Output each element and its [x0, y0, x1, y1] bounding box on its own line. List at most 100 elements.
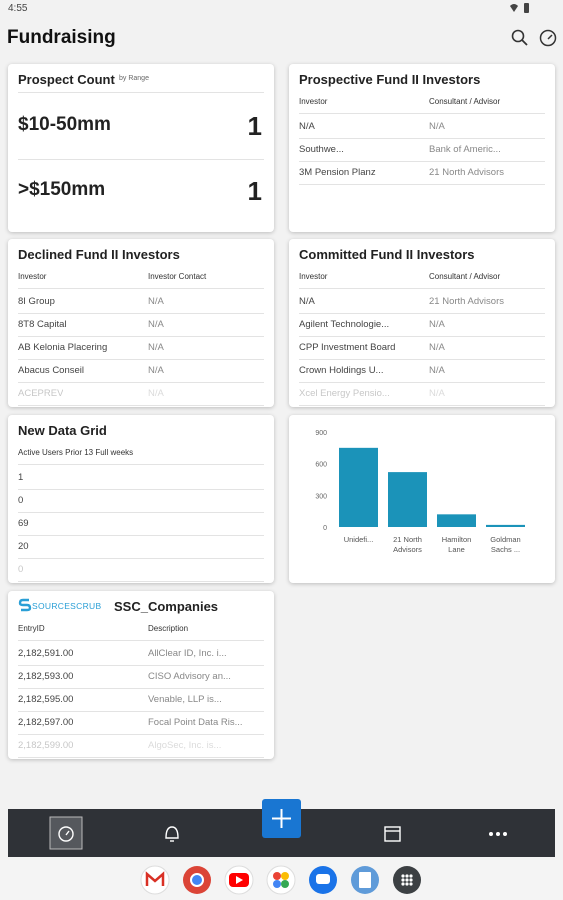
photos-app[interactable]	[266, 865, 296, 895]
table-cell: 3M Pension Planz	[299, 167, 376, 178]
divider	[299, 184, 545, 185]
table-cell: N/A	[429, 365, 445, 376]
status-time: 4:55	[8, 3, 28, 14]
prospect-count-card: Prospect Count by Range $10-50mm 1 >$150mm 1	[8, 64, 274, 232]
table-cell: N/A	[429, 388, 445, 399]
page-title: Fundraising	[7, 27, 116, 48]
table-cell: 2,182,595.00	[18, 694, 74, 705]
y-tick-label: 0	[323, 525, 327, 532]
table-cell: 69	[18, 518, 29, 529]
table-cell: Abacus Conseil	[18, 365, 85, 376]
card-title: SSC_Companies	[114, 599, 219, 614]
table-cell: AlgoSec, Inc. is...	[148, 740, 222, 751]
bar-chart: 0 300 600 900	[315, 430, 525, 532]
column-header: Active Users Prior 13 Full weeks	[18, 448, 134, 457]
column-header: Description	[148, 624, 189, 633]
table-cell: 21 North Advisors	[429, 296, 504, 307]
table-cell: N/A	[429, 121, 445, 132]
divider	[18, 405, 264, 406]
header-icons	[511, 29, 557, 47]
divider	[299, 359, 545, 360]
table-cell: N/A	[299, 121, 315, 132]
table-cell: Southwe...	[299, 144, 344, 155]
divider	[299, 336, 545, 337]
notifications-tab[interactable]	[165, 826, 179, 842]
divider	[299, 161, 545, 162]
card-title: Prospective Fund II Investors	[299, 72, 481, 87]
logo-text: SOURCESCRUB	[32, 601, 102, 611]
divider	[18, 688, 264, 689]
sourcescrub-icon	[18, 598, 32, 612]
table-cell: Venable, LLP is...	[148, 694, 222, 705]
divider	[18, 734, 264, 735]
table-cell: 8I Group	[18, 296, 55, 307]
x-tick-label: Hamilton Lane	[441, 535, 472, 554]
x-tick-label: Unidefi...	[343, 535, 374, 544]
table-cell: N/A	[299, 296, 315, 307]
x-tick-label: 21 North Advisors	[393, 535, 422, 554]
card-subtitle: by Range	[119, 75, 149, 82]
card-title: New Data Grid	[18, 423, 107, 438]
table-cell: N/A	[148, 342, 164, 353]
table-cell: AllClear ID, Inc. i...	[148, 648, 227, 659]
column-header: Consultant / Advisor	[429, 97, 501, 106]
divider	[18, 382, 264, 383]
bottom-nav-icons	[49, 799, 507, 850]
ssc-companies-card: SOURCESCRUB SSC_Companies EntryID Descripti…	[8, 591, 274, 759]
calendar-tab[interactable]	[384, 826, 401, 842]
table-cell: ACEPREV	[18, 388, 64, 399]
divider	[299, 382, 545, 383]
table-cell: 20	[18, 541, 29, 552]
table-cell: N/A	[148, 388, 164, 399]
bar	[486, 524, 525, 527]
dashboard-tab[interactable]	[49, 816, 83, 850]
table-cell: Agilent Technologie...	[299, 319, 390, 330]
divider	[299, 138, 545, 139]
more-tab[interactable]	[489, 832, 507, 836]
divider	[18, 558, 264, 559]
divider	[299, 113, 545, 114]
column-header: Investor Contact	[148, 272, 207, 281]
table-cell: N/A	[148, 296, 164, 307]
divider	[18, 665, 264, 666]
prospective-investors-card: Prospective Fund II Investors Investor Con…	[289, 64, 555, 232]
table-cell: AB Kelonia Placering	[18, 342, 108, 353]
range-label: $10-50mm	[18, 114, 111, 135]
table-cell: 2,182,593.00	[18, 671, 74, 682]
divider	[18, 464, 264, 465]
column-header: Investor	[299, 97, 328, 106]
table-cell: N/A	[429, 319, 445, 330]
table-cell: 1	[18, 472, 24, 483]
table-cell: N/A	[429, 342, 445, 353]
new-data-grid-card: New Data Grid Active Users Prior 13 Full …	[8, 415, 274, 583]
divider	[18, 288, 264, 289]
column-header: Consultant / Advisor	[429, 272, 501, 281]
system-dock	[0, 860, 563, 900]
range-count: 1	[247, 176, 262, 206]
divider	[18, 159, 264, 160]
search-icon[interactable]	[511, 29, 528, 46]
table-cell: N/A	[148, 365, 164, 376]
table-cell: Focal Point Data Ris...	[148, 717, 243, 728]
range-label: >$150mm	[18, 179, 106, 200]
divider	[18, 92, 264, 93]
card-title: Declined Fund II Investors	[18, 247, 180, 262]
dashboard-icon[interactable]	[539, 29, 557, 47]
declined-investors-card: Declined Fund II Investors Investor Invest…	[8, 239, 274, 407]
x-tick-label: Goldman Sachs ...	[490, 535, 521, 554]
table-cell: 2,182,591.00	[18, 648, 74, 659]
divider	[18, 336, 264, 337]
divider	[18, 535, 264, 536]
table-cell: Xcel Energy Pensio...	[299, 388, 390, 399]
table-cell: N/A	[148, 319, 164, 330]
committed-investors-card: Committed Fund II Investors Investor Consu…	[289, 239, 555, 407]
divider	[299, 313, 545, 314]
add-button[interactable]	[262, 799, 301, 838]
column-header: Investor	[299, 272, 328, 281]
divider	[299, 405, 545, 406]
y-tick-label: 900	[315, 430, 327, 437]
table-cell: 21 North Advisors	[429, 167, 504, 178]
divider	[18, 711, 264, 712]
divider	[18, 512, 264, 513]
